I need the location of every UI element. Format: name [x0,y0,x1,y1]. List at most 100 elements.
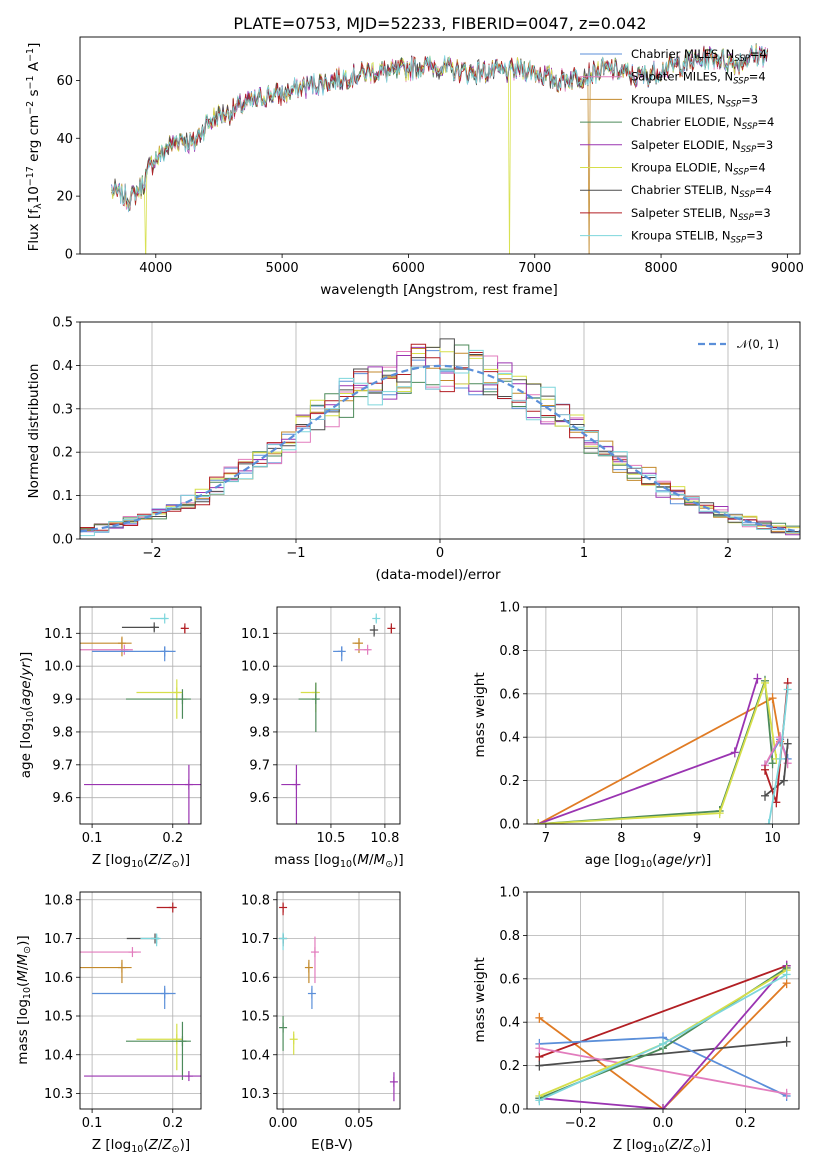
point-kroupa-elodie [300,682,320,713]
point-salpeter-miles [80,644,133,655]
x-tick-label: 10.8 [370,831,399,846]
y-tick-label: 10.0 [241,660,270,675]
legend-entry-chabrier-stelib: Chabrier STELIB, NSSP=4 [631,183,772,200]
y-tick-label: 10.4 [44,1048,73,1063]
residuals-ylabel: Normed distribution [26,364,42,499]
point-salpeter-elodie [84,764,201,824]
y-tick-label: 10.7 [44,932,73,947]
point-kroupa-stelib [279,932,288,951]
series-line [539,1040,787,1067]
series-line [539,965,788,1109]
point-kroupa-elodie [136,1023,183,1071]
series-kroupa-elodie [534,677,781,824]
x-tick-label: 0.05 [345,1116,374,1131]
plot-area [80,338,800,537]
x-tick-label: 9000 [771,261,804,276]
residuals-xlabel: (data-model)/error [375,567,501,583]
x-tick-label: 0.1 [82,831,103,846]
x-tick-label: 0.0 [653,1116,674,1131]
massZ-ylabel: mass [log10(M/M⊙)] [15,935,33,1064]
y-tick-label: 10.3 [241,1087,270,1102]
y-tick-label: 9.9 [249,693,270,708]
series-line [539,1047,787,1095]
y-tick-label: 60 [56,74,73,89]
axes-frame [79,36,801,255]
x-tick-label: −2 [142,546,161,561]
legend-entry-kroupa-miles: Kroupa MILES, NSSP=3 [631,92,758,109]
y-tick-label: 0.0 [499,1103,520,1118]
point-salpeter-elodie [281,764,301,824]
y-tick-label: 9.6 [52,791,73,806]
y-tick-label: 9.8 [52,725,73,740]
y-tick-label: 0.2 [52,446,73,461]
axes-frame [526,606,800,825]
series-line [538,682,778,824]
point-salpeter-elodie [389,1072,398,1102]
spectrum-panel: 4000 5000 6000 7000 8000 9000 0 20 40 60 Chabrier … [56,36,804,276]
normal-distribution-curve [80,364,800,533]
point-salpeter-miles [354,644,372,655]
x-tick-label: −0.2 [565,1116,597,1131]
plot-area [111,43,768,254]
legend-entry-kroupa-elodie: Kroupa ELODIE, NSSP=4 [631,161,766,178]
y-tick-label: 0.1 [52,489,73,504]
axes-frame [276,891,401,1110]
plot-area [281,613,396,824]
x-tick-label: 8 [617,831,625,846]
y-tick-label: 9.9 [52,693,73,708]
y-tick-label: 0 [65,248,73,263]
x-tick-label: 8000 [645,261,678,276]
series-chabrier-stelib [761,738,792,801]
y-tick-label: 0.4 [499,731,520,746]
weight-vs-metallicity-panel: −0.2 0.0 0.2 0.0 0.2 0.4 0.6 0.8 1.0 [499,886,800,1131]
y-tick-label: 0.5 [52,316,73,331]
y-tick-label: 10.8 [44,893,73,908]
series-line [538,982,788,1109]
y-tick-label: 0.2 [499,1059,520,1074]
x-tick-label: 0.1 [82,1116,103,1131]
y-tick-label: 0.8 [499,929,520,944]
x-tick-label: 9 [693,831,701,846]
spectrum-xlabel: wavelength [Angstrom, rest frame] [320,282,558,298]
series-line [537,678,759,824]
point-chabrier-miles [92,985,176,1010]
point-chabrier-miles [307,985,316,1010]
axes-frame [526,891,800,1110]
weight-vs-age-panel: 7 8 9 10 0.0 0.2 0.4 0.6 0.8 1.0 [499,601,800,846]
point-kroupa-miles [80,959,132,984]
age-vs-metallicity-panel: 0.1 0.2 9.6 9.7 9.8 9.9 10.0 10.1 [44,606,202,846]
point-kroupa-miles [352,638,363,654]
y-tick-label: 10.8 [241,893,270,908]
spectrum-ylabel: Flux [fλ10−17 erg cm−2 s−1 A−1] [25,43,44,252]
wAge-xlabel: age [log10(age/yr)] [585,852,711,870]
y-tick-label: 10.6 [44,971,73,986]
spectrum-line-kroupa-stelib [111,45,768,212]
ageZ-xlabel: Z [log10(Z/Z⊙)] [92,852,190,870]
y-tick-label: 9.7 [52,758,73,773]
x-tick-label: 10.5 [316,831,345,846]
point-salpeter-miles [310,936,319,984]
axes-frame [79,321,801,540]
y-tick-label: 1.0 [499,886,520,901]
y-tick-label: 0.0 [52,533,73,548]
x-tick-label: 0 [436,546,444,561]
y-tick-label: 10.0 [44,660,73,675]
age-vs-mass-panel: 10.5 10.8 9.6 9.7 9.8 9.9 10.0 10.1 [241,606,401,846]
point-chabrier-stelib [121,622,160,633]
y-tick-label: 10.6 [241,971,270,986]
spectrum-title: PLATE=0753, MJD=52233, FIBERID=0047, z=0… [233,14,646,33]
point-chabrier-miles [92,646,176,662]
point-kroupa-elodie [289,1031,298,1055]
y-tick-label: 20 [56,190,73,205]
x-tick-label: 6000 [392,261,425,276]
point-kroupa-stelib [372,613,381,624]
y-tick-label: 10.5 [241,1010,270,1025]
point-salpeter-stelib [279,902,288,916]
point-chabrier-miles [333,646,346,662]
x-tick-label: 10 [764,831,781,846]
point-chabrier-elodie [279,1016,288,1051]
y-tick-label: 0.3 [52,402,73,417]
point-salpeter-elodie [84,1071,201,1082]
x-tick-label: 2 [724,546,732,561]
x-tick-label: 5000 [266,261,299,276]
